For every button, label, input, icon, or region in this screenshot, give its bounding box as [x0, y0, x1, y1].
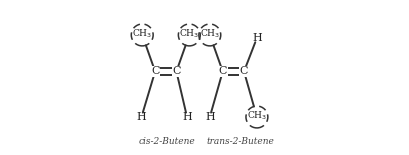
Text: CH$_3$: CH$_3$ — [247, 110, 267, 122]
Text: C: C — [151, 66, 160, 76]
Text: H: H — [182, 112, 192, 122]
Text: CH$_3$: CH$_3$ — [200, 28, 220, 40]
Text: CH$_3$: CH$_3$ — [132, 28, 153, 40]
Text: trans-2-Butene: trans-2-Butene — [206, 137, 274, 146]
Text: C: C — [172, 66, 181, 76]
Text: C: C — [240, 66, 248, 76]
Text: C: C — [218, 66, 227, 76]
Text: cis-2-Butene: cis-2-Butene — [139, 137, 196, 146]
Text: CH$_3$: CH$_3$ — [179, 28, 200, 40]
Text: H: H — [137, 112, 146, 122]
Text: H: H — [252, 33, 262, 43]
Text: H: H — [205, 112, 215, 122]
